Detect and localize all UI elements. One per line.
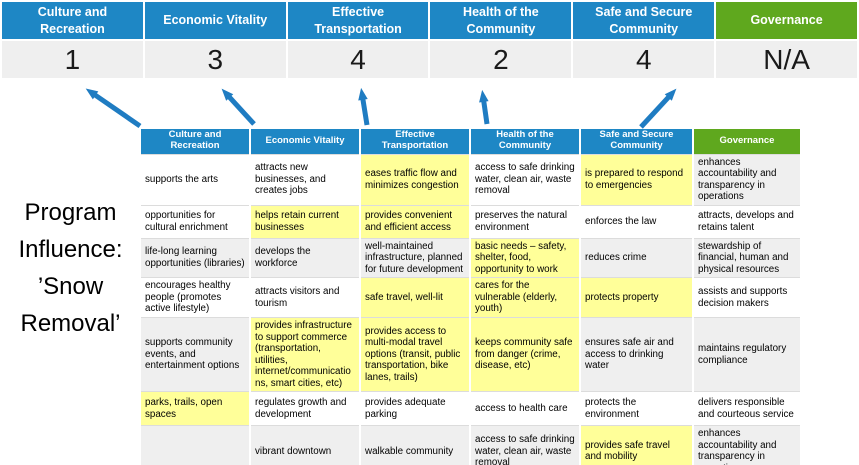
score-economic-vitality: 3 xyxy=(144,41,286,78)
matrix-cell: provides adequate parking xyxy=(359,391,470,426)
table-header-culture-recreation: Culture and Recreation xyxy=(141,129,250,154)
matrix-cell: develops the workforce xyxy=(249,237,360,278)
matrix-cell: keeps community safe from danger (crime,… xyxy=(469,316,580,392)
matrix-cell: provides access to multi-modal travel op… xyxy=(359,316,470,392)
matrix-cell: attracts new businesses, and creates job… xyxy=(249,153,360,206)
matrix-cell: opportunities for cultural enrichment xyxy=(141,204,250,239)
matrix-cell: protects the environment xyxy=(579,391,693,426)
summary-header-economic-vitality: Economic Vitality xyxy=(144,2,286,39)
matrix-cell: attracts, develops and retains talent xyxy=(692,204,800,239)
matrix-cell: delivers responsible and courteous servi… xyxy=(692,391,800,426)
influence-matrix-table: Culture and Recreation Economic Vitality… xyxy=(141,129,800,465)
table-row: vibrant downtown walkable community acce… xyxy=(141,425,800,465)
table-header-health-community: Health of the Community xyxy=(469,129,580,154)
score-governance: N/A xyxy=(716,41,857,78)
matrix-cell: walkable community xyxy=(359,425,470,465)
matrix-cell: supports community events, and entertain… xyxy=(141,316,250,392)
matrix-cell: parks, trails, open spaces xyxy=(141,391,250,426)
arrow-up-icon-2 xyxy=(221,88,256,126)
summary-header-effective-transportation: Effective Transportation xyxy=(287,2,429,39)
matrix-cell: basic needs – safety, shelter, food, opp… xyxy=(469,237,580,278)
matrix-cell: preserves the natural environment xyxy=(469,204,580,239)
matrix-cell: enhances accountability and transparency… xyxy=(692,153,800,206)
matrix-cell: cares for the vulnerable (elderly, youth… xyxy=(469,277,580,318)
score-safe-secure-community: 4 xyxy=(573,41,715,78)
matrix-cell: access to safe drinking water, clean air… xyxy=(469,425,580,465)
matrix-cell: safe travel, well-lit xyxy=(359,277,470,318)
matrix-cell: life-long learning opportunities (librar… xyxy=(141,237,250,278)
score-summary-strip: Culture and Recreation Economic Vitality… xyxy=(2,2,857,78)
table-row: encourages healthy people (promotes acti… xyxy=(141,277,800,318)
table-header-row: Culture and Recreation Economic Vitality… xyxy=(141,129,800,154)
matrix-cell: reduces crime xyxy=(579,237,693,278)
score-culture-recreation: 1 xyxy=(2,41,143,78)
table-row: supports the arts attracts new businesse… xyxy=(141,153,800,206)
matrix-cell: encourages healthy people (promotes acti… xyxy=(141,277,250,318)
title-line: Removal’ xyxy=(20,310,121,337)
matrix-cell xyxy=(141,425,250,465)
matrix-cell: regulates growth and development xyxy=(249,391,360,426)
matrix-cell: stewardship of financial, human and phys… xyxy=(692,237,800,278)
matrix-cell: access to health care xyxy=(469,391,580,426)
table-row: life-long learning opportunities (librar… xyxy=(141,237,800,278)
table-header-economic-vitality: Economic Vitality xyxy=(249,129,360,154)
table-row: opportunities for cultural enrichment he… xyxy=(141,204,800,239)
arrow-up-icon-1 xyxy=(85,88,142,129)
matrix-cell: enforces the law xyxy=(579,204,693,239)
table-header-governance: Governance xyxy=(692,129,800,154)
matrix-cell: eases traffic flow and minimizes congest… xyxy=(359,153,470,206)
program-influence-title: Program Influence: ’Snow Removal’ xyxy=(0,194,141,342)
matrix-cell: assists and supports decision makers xyxy=(692,277,800,318)
matrix-cell: enhances accountability and transparency… xyxy=(692,425,800,465)
matrix-cell: maintains regulatory compliance xyxy=(692,316,800,392)
matrix-cell: provides infrastructure to support comme… xyxy=(249,316,360,392)
matrix-cell: well-maintained infrastructure, planned … xyxy=(359,237,470,278)
summary-header-governance: Governance xyxy=(716,2,857,39)
matrix-cell: ensures safe air and access to drinking … xyxy=(579,316,693,392)
matrix-cell: provides convenient and efficient access xyxy=(359,204,470,239)
arrow-up-icon-5 xyxy=(639,88,677,129)
matrix-cell: supports the arts xyxy=(141,153,250,206)
matrix-cell: protects property xyxy=(579,277,693,318)
score-effective-transportation: 4 xyxy=(287,41,429,78)
matrix-cell: access to safe drinking water, clean air… xyxy=(469,153,580,206)
matrix-cell: is prepared to respond to emergencies xyxy=(579,153,693,206)
table-header-effective-transportation: Effective Transportation xyxy=(359,129,470,154)
arrow-up-icon-3 xyxy=(358,87,370,126)
table-row: parks, trails, open spaces regulates gro… xyxy=(141,391,800,426)
title-line: ’Snow xyxy=(37,273,104,300)
matrix-cell: attracts visitors and tourism xyxy=(249,277,360,318)
arrow-up-icon-4 xyxy=(479,89,490,125)
title-line: Program xyxy=(24,199,117,226)
title-line: Influence: xyxy=(18,236,123,263)
summary-header-safe-secure-community: Safe and Secure Community xyxy=(573,2,715,39)
summary-header-health-community: Health of the Community xyxy=(430,2,572,39)
matrix-cell: vibrant downtown xyxy=(249,425,360,465)
summary-header-culture-recreation: Culture and Recreation xyxy=(2,2,143,39)
table-row: supports community events, and entertain… xyxy=(141,316,800,392)
score-health-community: 2 xyxy=(430,41,572,78)
matrix-cell: helps retain current businesses xyxy=(249,204,360,239)
table-header-safe-secure-community: Safe and Secure Community xyxy=(579,129,693,154)
matrix-cell: provides safe travel and mobility xyxy=(579,425,693,465)
